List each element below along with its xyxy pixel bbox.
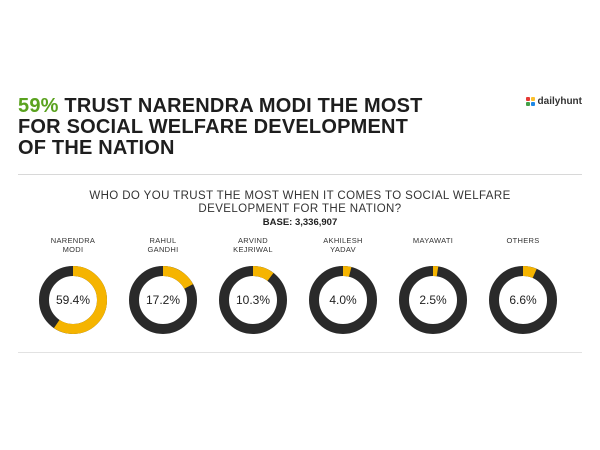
header-divider [18, 174, 582, 175]
category-label-line-2: GANDHI [147, 245, 179, 254]
dailyhunt-logo-icon [525, 97, 535, 106]
category-label-line-1: OTHERS [506, 236, 540, 245]
headline-line-1: 59% TRUST NARENDRA MODI THE MOST [18, 96, 423, 117]
donut-value-arc [219, 266, 287, 334]
survey-question: WHO DO YOU TRUST THE MOST WHEN IT COMES … [0, 190, 600, 216]
category-label-line-1: AKHILESH [323, 236, 363, 245]
dailyhunt-logo: dailyhunt [525, 96, 582, 107]
donut-ring: 10.3% [219, 266, 287, 334]
donut-ring: 2.5% [399, 266, 467, 334]
donut-category-label: NARENDRA MODI [28, 236, 118, 264]
donut-value-label: 17.2% [146, 293, 180, 307]
donut-ring: 17.2% [129, 266, 197, 334]
donut-chart-row: NARENDRA MODI 59.4% RAHUL GANDHI 17.2% ARVIND K… [28, 236, 568, 346]
donut-category-label: OTHERS [478, 236, 568, 264]
donut-value-label: 2.5% [419, 293, 447, 307]
donut-value-arc [489, 266, 557, 334]
donut-category-label: ARVIND KEJRIWAL [208, 236, 298, 264]
donut-category-label: AKHILESH YADAV [298, 236, 388, 264]
donut-category-label: RAHUL GANDHI [118, 236, 208, 264]
donut-value-arc [309, 266, 377, 334]
donut-item: NARENDRA MODI 59.4% [28, 236, 118, 336]
donut-value-arc [129, 266, 197, 334]
headline: 59% TRUST NARENDRA MODI THE MOST FOR SOC… [18, 96, 423, 159]
footer-divider [18, 352, 582, 353]
category-label-line-1: NARENDRA [50, 236, 96, 245]
donut-item: RAHUL GANDHI 17.2% [118, 236, 208, 336]
category-label-line-1: MAYAWATI [412, 236, 454, 245]
donut-value-label: 6.6% [509, 293, 537, 307]
headline-accent: 59% [18, 95, 59, 117]
category-label-line-2: YADAV [330, 245, 356, 254]
donut-ring: 59.4% [39, 266, 107, 334]
question-line-1: WHO DO YOU TRUST THE MOST WHEN IT COMES … [89, 190, 511, 202]
headline-line-1-rest: TRUST NARENDRA MODI THE MOST [58, 95, 423, 117]
question-line-2: DEVELOPMENT FOR THE NATION? [198, 203, 402, 215]
logo-text: dailyhunt [537, 96, 582, 107]
donut-value-label: 4.0% [329, 293, 357, 307]
donut-ring: 6.6% [489, 266, 557, 334]
category-label-line-1: ARVIND [237, 236, 268, 245]
donut-value-arc [399, 266, 467, 334]
category-label-line-1: RAHUL [149, 236, 177, 245]
category-label-line-2: MODI [62, 245, 84, 254]
donut-value-label: 10.3% [236, 293, 270, 307]
donut-value-arc [39, 266, 107, 334]
headline-line-2: FOR SOCIAL WELFARE DEVELOPMENT [18, 116, 409, 138]
donut-item: OTHERS 6.6% [478, 236, 568, 336]
donut-item: MAYAWATI 2.5% [388, 236, 478, 336]
headline-line-3: OF THE NATION [18, 137, 175, 159]
category-label-line-2: KEJRIWAL [233, 245, 273, 254]
donut-category-label: MAYAWATI [388, 236, 478, 264]
donut-ring: 4.0% [309, 266, 377, 334]
donut-value-label: 59.4% [56, 293, 90, 307]
sample-base: BASE: 3,336,907 [262, 217, 338, 228]
donut-item: ARVIND KEJRIWAL 10.3% [208, 236, 298, 336]
donut-item: AKHILESH YADAV 4.0% [298, 236, 388, 336]
